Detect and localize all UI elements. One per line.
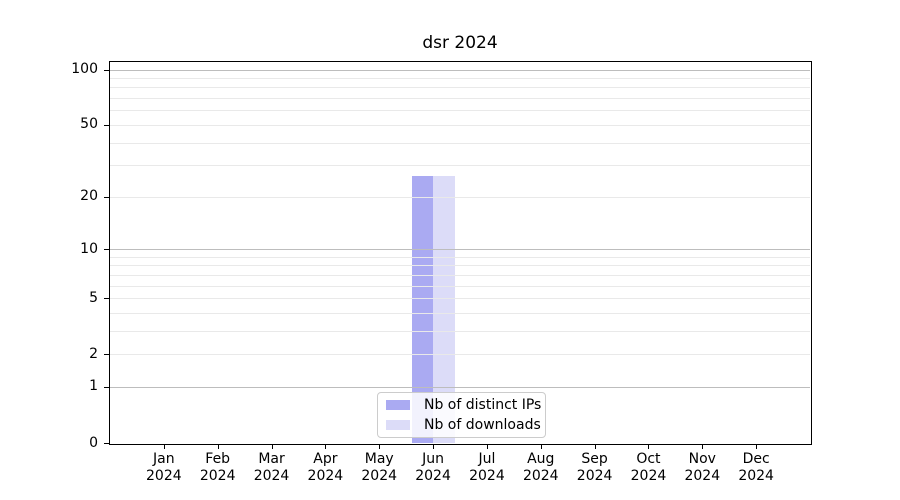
x-tick-label: May 2024 <box>361 451 398 484</box>
bar-nb-of-distinct-ips-jun <box>411 176 434 443</box>
minor-gridline <box>110 354 810 356</box>
y-tick-label: 1 <box>89 378 98 395</box>
y-tick <box>104 69 110 71</box>
x-tick <box>271 444 273 449</box>
x-tick <box>702 444 704 449</box>
x-tick-label: Sep 2024 <box>576 451 613 484</box>
y-tick <box>104 249 110 250</box>
x-tick-label: Jan 2024 <box>146 451 182 484</box>
minor-gridline <box>110 312 810 314</box>
x-tick <box>594 444 596 449</box>
x-tick <box>325 444 327 449</box>
minor-gridline <box>110 98 810 100</box>
minor-gridline <box>110 142 810 144</box>
x-tick-label: Feb 2024 <box>199 451 236 484</box>
y-tick <box>104 124 110 126</box>
x-tick <box>217 444 219 449</box>
bar-nb-of-downloads-jun <box>433 176 455 443</box>
x-tick-label: Jul 2024 <box>469 451 505 484</box>
y-tick-label: 50 <box>80 116 98 133</box>
minor-gridline <box>110 285 810 287</box>
x-tick-label: Apr 2024 <box>307 451 344 484</box>
y-tick-label: 20 <box>80 188 98 205</box>
minor-gridline <box>110 330 810 332</box>
y-tick <box>104 354 110 356</box>
y-tick-label: 0 <box>89 434 98 451</box>
legend-swatch <box>386 400 410 411</box>
minor-gridline <box>110 87 810 89</box>
minor-gridline <box>110 165 810 167</box>
y-tick <box>104 196 110 198</box>
minor-gridline <box>110 265 810 267</box>
x-tick-label: Nov 2024 <box>684 451 721 484</box>
legend-item: Nb of distinct IPs <box>386 396 541 414</box>
x-tick-label: Aug 2024 <box>522 451 559 484</box>
major-gridline <box>110 249 810 250</box>
x-tick <box>540 444 542 449</box>
y-tick-label: 5 <box>89 289 98 306</box>
x-tick-label: Jun 2024 <box>415 451 451 484</box>
y-tick-label: 100 <box>71 61 98 78</box>
minor-gridline <box>110 298 810 300</box>
legend-label: Nb of distinct IPs <box>424 397 542 414</box>
legend-swatch <box>386 419 410 430</box>
legend-label: Nb of downloads <box>424 416 541 433</box>
chart-title: dsr 2024 <box>422 33 498 53</box>
legend-item: Nb of downloads <box>386 416 541 434</box>
x-tick-label: Oct 2024 <box>630 451 667 484</box>
x-tick <box>379 444 381 449</box>
minor-gridline <box>110 196 810 198</box>
minor-gridline <box>110 256 810 258</box>
x-tick-label: Dec 2024 <box>738 451 774 484</box>
minor-gridline <box>110 274 810 276</box>
x-tick <box>486 444 488 449</box>
minor-gridline <box>110 124 810 126</box>
x-tick-label: Mar 2024 <box>253 451 290 484</box>
y-tick <box>104 443 110 444</box>
x-tick <box>163 444 165 449</box>
minor-gridline <box>110 78 810 80</box>
major-gridline <box>110 69 810 71</box>
x-tick <box>648 444 650 449</box>
legend: Nb of distinct IPs Nb of downloads <box>377 392 546 438</box>
minor-gridline <box>110 110 810 112</box>
y-tick <box>104 386 110 388</box>
x-tick <box>433 444 435 449</box>
x-tick <box>756 444 758 449</box>
major-gridline <box>110 386 810 388</box>
y-tick-label: 10 <box>80 240 98 257</box>
y-tick-label: 2 <box>89 345 98 362</box>
y-tick <box>104 298 110 300</box>
